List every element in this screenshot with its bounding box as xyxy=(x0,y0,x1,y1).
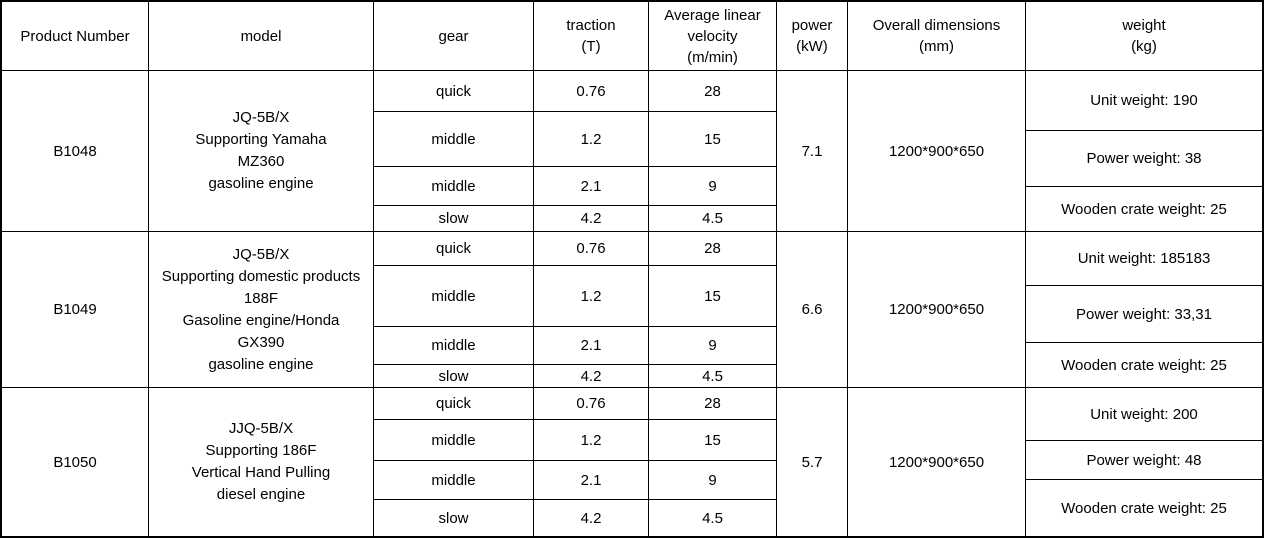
cell-product-number: B1048 xyxy=(2,71,148,231)
cell-traction: 1.2 xyxy=(534,112,648,166)
cell-velocity: 4.5 xyxy=(649,500,776,536)
cell-traction: 4.2 xyxy=(534,365,648,387)
header-product-number: Product Number xyxy=(2,2,148,70)
cell-wooden-crate-weight: Wooden crate weight: 25 xyxy=(1026,187,1262,231)
cell-wooden-crate-weight: Wooden crate weight: 25 xyxy=(1026,343,1262,387)
cell-product-number: B1049 xyxy=(2,232,148,387)
cell-gear: slow xyxy=(374,206,533,231)
cell-unit-weight: Unit weight: 200 xyxy=(1026,388,1262,440)
cell-overall-dimensions: 1200*900*650 xyxy=(848,232,1025,387)
cell-overall-dimensions: 1200*900*650 xyxy=(848,71,1025,231)
cell-gear: middle xyxy=(374,327,533,364)
cell-gear: middle xyxy=(374,266,533,326)
header-model: model xyxy=(149,2,373,70)
cell-velocity: 15 xyxy=(649,266,776,326)
cell-overall-dimensions: 1200*900*650 xyxy=(848,388,1025,536)
cell-model: JJQ-5B/X Supporting 186F Vertical Hand P… xyxy=(149,388,373,536)
cell-gear: quick xyxy=(374,388,533,419)
cell-power-weight: Power weight: 48 xyxy=(1026,441,1262,479)
cell-gear: middle xyxy=(374,420,533,460)
cell-power: 7.1 xyxy=(777,71,847,231)
cell-velocity: 28 xyxy=(649,232,776,265)
cell-power-weight: Power weight: 38 xyxy=(1026,131,1262,186)
cell-gear: slow xyxy=(374,365,533,387)
cell-gear: quick xyxy=(374,232,533,265)
cell-unit-weight: Unit weight: 185183 xyxy=(1026,232,1262,285)
header-average-linear-velocity: Average linear velocity (m/min) xyxy=(649,2,776,70)
cell-model: JQ-5B/X Supporting Yamaha MZ360 gasoline… xyxy=(149,71,373,231)
header-overall-dimensions: Overall dimensions (mm) xyxy=(848,2,1025,70)
cell-power: 6.6 xyxy=(777,232,847,387)
cell-wooden-crate-weight: Wooden crate weight: 25 xyxy=(1026,480,1262,536)
cell-traction: 2.1 xyxy=(534,167,648,205)
product-section-b1048: B1048 JQ-5B/X Supporting Yamaha MZ360 ga… xyxy=(2,71,1262,231)
header-gear: gear xyxy=(374,2,533,70)
cell-velocity: 4.5 xyxy=(649,365,776,387)
cell-traction: 4.2 xyxy=(534,500,648,536)
cell-velocity: 15 xyxy=(649,420,776,460)
cell-traction: 0.76 xyxy=(534,388,648,419)
cell-model: JQ-5B/X Supporting domestic products 188… xyxy=(149,232,373,387)
table-header-row: Product Number model gear traction (T) A… xyxy=(2,2,1262,70)
cell-power: 5.7 xyxy=(777,388,847,536)
cell-velocity: 9 xyxy=(649,461,776,499)
cell-power-weight: Power weight: 33,31 xyxy=(1026,286,1262,342)
cell-traction: 1.2 xyxy=(534,420,648,460)
cell-traction: 0.76 xyxy=(534,71,648,111)
header-power: power (kW) xyxy=(777,2,847,70)
cell-velocity: 9 xyxy=(649,167,776,205)
cell-velocity: 4.5 xyxy=(649,206,776,231)
cell-gear: middle xyxy=(374,461,533,499)
cell-traction: 2.1 xyxy=(534,327,648,364)
cell-traction: 4.2 xyxy=(534,206,648,231)
product-section-b1050: B1050 JJQ-5B/X Supporting 186F Vertical … xyxy=(2,388,1262,536)
cell-traction: 0.76 xyxy=(534,232,648,265)
cell-velocity: 15 xyxy=(649,112,776,166)
cell-product-number: B1050 xyxy=(2,388,148,536)
cell-gear: slow xyxy=(374,500,533,536)
cell-gear: quick xyxy=(374,71,533,111)
cell-velocity: 28 xyxy=(649,71,776,111)
cell-velocity: 28 xyxy=(649,388,776,419)
cell-gear: middle xyxy=(374,112,533,166)
product-section-b1049: B1049 JQ-5B/X Supporting domestic produc… xyxy=(2,232,1262,387)
header-traction: traction (T) xyxy=(534,2,648,70)
cell-unit-weight: Unit weight: 190 xyxy=(1026,71,1262,130)
header-weight: weight (kg) xyxy=(1026,2,1262,70)
cell-velocity: 9 xyxy=(649,327,776,364)
cell-traction: 2.1 xyxy=(534,461,648,499)
cell-gear: middle xyxy=(374,167,533,205)
cell-traction: 1.2 xyxy=(534,266,648,326)
